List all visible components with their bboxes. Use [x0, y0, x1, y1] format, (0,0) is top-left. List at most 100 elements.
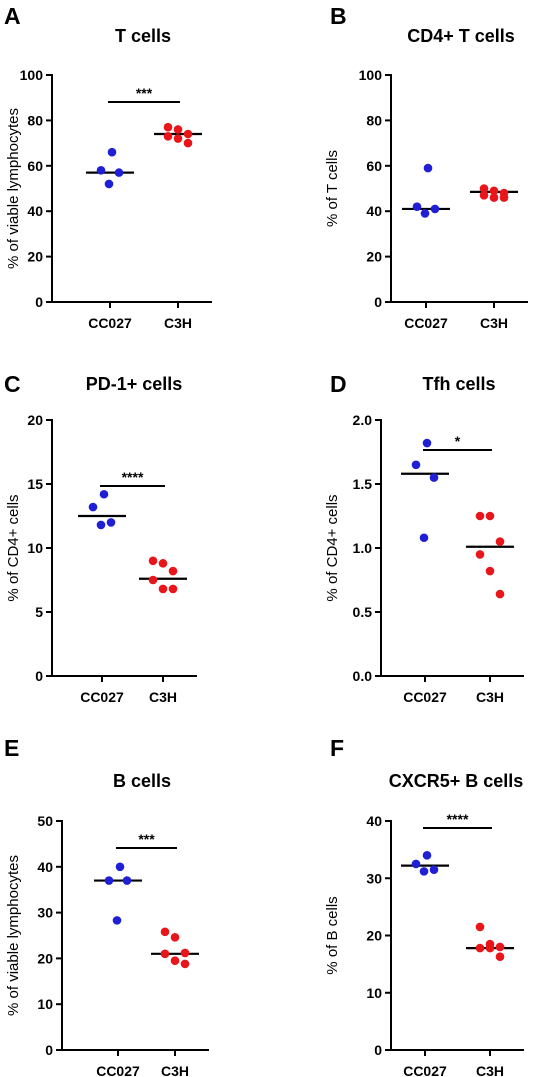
y-tick-label: 40: [366, 813, 382, 829]
data-point-cc027: [114, 168, 124, 177]
data-point-c3h: [158, 584, 168, 594]
panel-e: E B cells % of viable lymphocytes 0 10 20 30 40…: [4, 735, 209, 1077]
data-point-c3h: [163, 131, 173, 141]
data-point-cc027: [420, 209, 430, 218]
data-point-cc027: [96, 166, 106, 175]
y-tick-label: 0.5: [353, 604, 373, 620]
data-point-cc027: [88, 502, 98, 512]
x-tick-label-cc027: CC027: [404, 315, 448, 331]
data-point-c3h: [168, 566, 178, 576]
data-point-c3h: [158, 559, 168, 568]
y-tick-label: 10: [366, 985, 382, 1001]
y-tick-label: 0: [35, 294, 43, 310]
data-point-c3h: [160, 927, 170, 937]
y-tick-label: 60: [27, 158, 43, 174]
data-point-c3h: [183, 129, 193, 139]
data-point-c3h: [475, 922, 485, 932]
panel-title: PD-1+ cells: [86, 374, 183, 394]
data-point-c3h: [475, 943, 485, 953]
y-tick-label: 30: [366, 870, 382, 886]
data-point-cc027: [104, 876, 114, 885]
y-tick-label: 100: [20, 67, 44, 83]
y-tick-label: 0: [374, 294, 382, 310]
panel-letter: D: [330, 371, 347, 397]
data-point-c3h: [479, 191, 489, 200]
data-point-c3h: [180, 959, 190, 969]
y-tick-label: 1.0: [353, 540, 373, 556]
panel-letter: B: [330, 3, 347, 29]
panel-title: T cells: [115, 26, 171, 46]
data-point-c3h: [479, 184, 489, 193]
significance-label: ****: [122, 469, 144, 485]
data-point-cc027: [412, 202, 422, 211]
data-point-cc027: [99, 489, 109, 499]
y-tick-label: 50: [37, 813, 53, 829]
data-point-c3h: [495, 537, 505, 546]
y-tick-label: 40: [366, 203, 382, 219]
data-point-cc027: [422, 851, 432, 860]
y-tick-label: 20: [366, 249, 382, 265]
y-axis-label: % of CD4+ cells: [5, 494, 22, 601]
x-tick-label-c3h: C3H: [476, 689, 504, 705]
y-tick-label: 20: [366, 928, 382, 944]
significance-label: ***: [136, 85, 153, 101]
x-tick-label-c3h: C3H: [161, 1063, 189, 1077]
y-tick-label: 20: [37, 950, 53, 966]
data-point-cc027: [122, 876, 132, 885]
y-tick-label: 0: [374, 1042, 382, 1058]
x-tick-label-cc027: CC027: [403, 1063, 447, 1077]
y-tick-label: 60: [366, 158, 382, 174]
data-point-c3h: [148, 556, 158, 566]
data-point-c3h: [489, 193, 499, 202]
x-tick-label-cc027: CC027: [80, 689, 124, 705]
data-point-c3h: [495, 589, 505, 599]
data-point-cc027: [430, 204, 440, 214]
data-point-cc027: [429, 473, 439, 482]
significance-label: ****: [447, 811, 469, 827]
data-point-cc027: [115, 862, 125, 872]
data-point-c3h: [180, 948, 190, 958]
x-tick-label-c3h: C3H: [164, 315, 192, 331]
y-tick-label: 10: [37, 996, 53, 1012]
y-tick-label: 0: [35, 668, 43, 684]
data-point-cc027: [411, 859, 421, 869]
data-point-cc027: [419, 533, 429, 543]
y-tick-label: 20: [27, 412, 43, 428]
data-point-cc027: [112, 916, 122, 925]
data-point-c3h: [485, 943, 495, 953]
y-tick-label: 5: [35, 604, 43, 620]
y-tick-label: 10: [27, 540, 43, 556]
y-axis-label: % of B cells: [324, 896, 341, 974]
data-point-c3h: [183, 138, 193, 148]
data-point-c3h: [168, 584, 178, 594]
data-point-c3h: [148, 575, 158, 585]
data-point-c3h: [163, 122, 173, 132]
data-point-cc027: [96, 520, 106, 530]
data-point-c3h: [485, 566, 495, 576]
y-axis-label: % of CD4+ cells: [324, 494, 341, 601]
panel-f: F CXCR5+ B cells % of B cells 0 10 20 30 40 CC02…: [324, 735, 524, 1077]
x-tick-label-cc027: CC027: [88, 315, 132, 331]
x-tick-label-c3h: C3H: [476, 1063, 504, 1077]
y-tick-label: 40: [27, 203, 43, 219]
y-tick-label: 80: [366, 112, 382, 128]
y-tick-label: 20: [27, 249, 43, 265]
data-point-c3h: [495, 942, 505, 952]
data-point-cc027: [419, 867, 429, 876]
panel-letter: E: [4, 735, 19, 761]
data-point-cc027: [422, 438, 432, 448]
data-point-c3h: [475, 550, 485, 559]
y-tick-label: 40: [37, 859, 53, 875]
panel-c: C PD-1+ cells % of CD4+ cells 0 5 10 15 20 CC027…: [4, 371, 197, 705]
y-tick-label: 100: [359, 67, 383, 83]
panel-title: CD4+ T cells: [407, 26, 515, 46]
panel-d: D Tfh cells % of CD4+ cells 0.0 0.5 1.0 1.5 2.0…: [324, 371, 524, 705]
data-point-c3h: [170, 956, 180, 965]
panel-letter: C: [4, 371, 21, 397]
x-tick-label-c3h: C3H: [480, 315, 508, 331]
data-point-cc027: [423, 163, 433, 173]
panel-title: CXCR5+ B cells: [389, 771, 524, 791]
x-tick-label-cc027: CC027: [96, 1063, 140, 1077]
data-point-c3h: [489, 186, 499, 196]
